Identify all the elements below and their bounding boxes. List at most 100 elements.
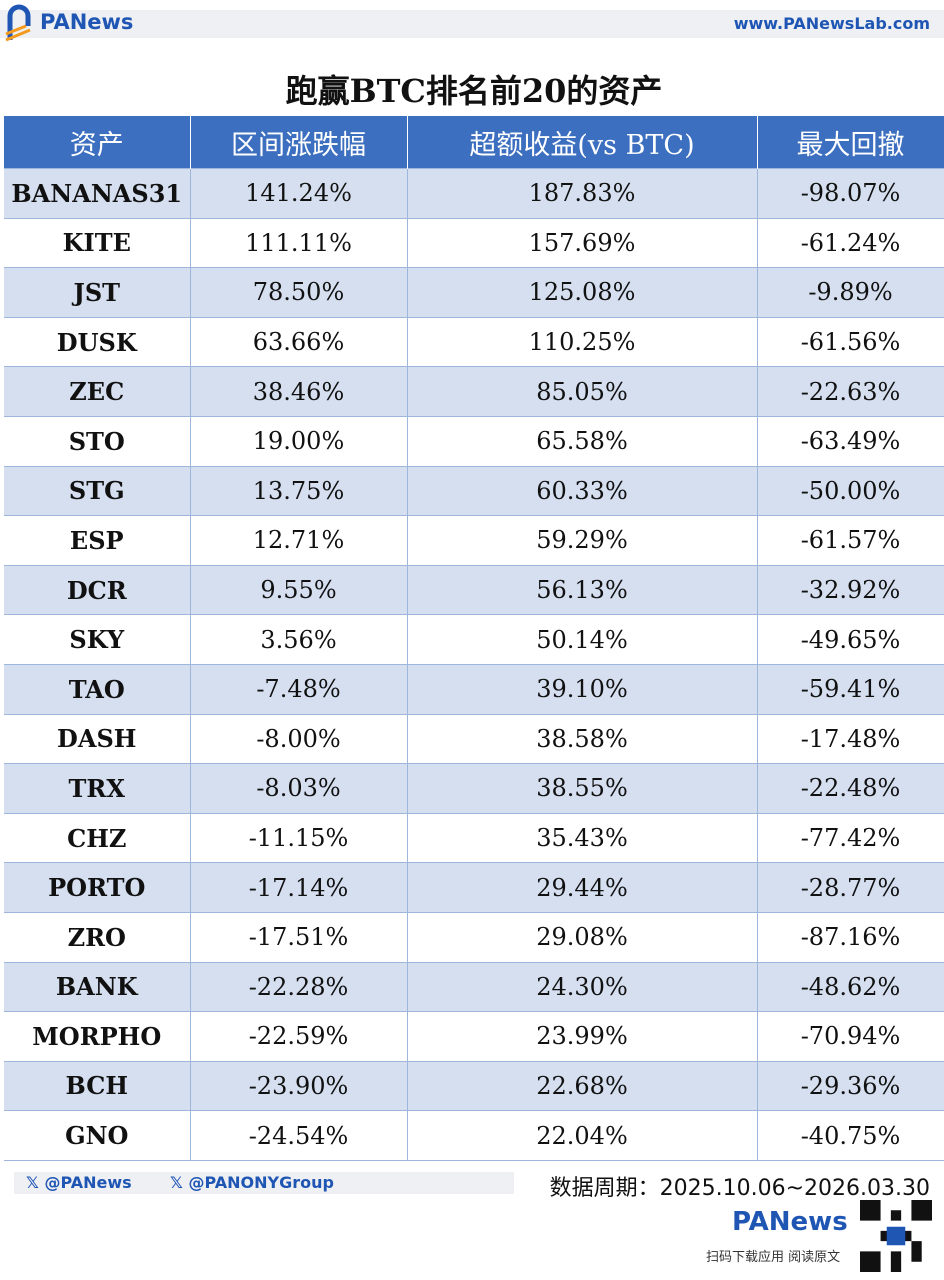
tagline: 扫码下载应用 阅读原文 bbox=[706, 1250, 841, 1265]
cell: -28.77% bbox=[757, 862, 944, 913]
cell: 38.58% bbox=[407, 713, 758, 765]
cell: DASH bbox=[4, 713, 191, 765]
logo bbox=[5, 4, 31, 42]
cell: -24.54% bbox=[190, 1110, 408, 1161]
row: BANK -22.28% 24.30% -48.62% bbox=[4, 961, 944, 1013]
row: ZRO -17.51% 29.08% -87.16% bbox=[4, 911, 944, 963]
row: ZEC 38.46% 85.05% -22.63% bbox=[4, 366, 944, 417]
cell: 110.25% bbox=[407, 316, 758, 368]
cell: KITE bbox=[4, 217, 191, 269]
column-header: 区间涨跌幅 bbox=[190, 116, 408, 169]
cell: JST bbox=[4, 267, 191, 318]
cell: -22.28% bbox=[190, 961, 408, 1013]
cell: -61.24% bbox=[757, 217, 944, 269]
cell: BANK bbox=[4, 961, 191, 1013]
handle-text: @PANews bbox=[44, 1173, 132, 1192]
cell: -11.15% bbox=[190, 812, 408, 864]
cell: -61.57% bbox=[757, 515, 944, 566]
cell: TRX bbox=[4, 763, 191, 814]
cell: SKY bbox=[4, 614, 191, 665]
cell: MORPHO bbox=[4, 1011, 191, 1062]
cell: 13.75% bbox=[190, 465, 408, 517]
cell: 9.55% bbox=[190, 564, 408, 616]
cell: -87.16% bbox=[757, 911, 944, 963]
cell: -61.56% bbox=[757, 316, 944, 368]
cell: -70.94% bbox=[757, 1011, 944, 1062]
cell: PORTO bbox=[4, 862, 191, 913]
cell: 63.66% bbox=[190, 316, 408, 368]
cell: -32.92% bbox=[757, 564, 944, 616]
cell: GNO bbox=[4, 1110, 191, 1161]
cell: -49.65% bbox=[757, 614, 944, 665]
table-title: 跑赢BTC排名前20的资产 bbox=[285, 72, 663, 110]
handle[interactable]: 𝕏 @PANews bbox=[26, 1173, 132, 1192]
cell: -98.07% bbox=[757, 168, 944, 219]
row: ESP 12.71% 59.29% -61.57% bbox=[4, 515, 944, 566]
cell: 23.99% bbox=[407, 1011, 758, 1062]
top-bar bbox=[0, 10, 944, 38]
cell: 39.10% bbox=[407, 663, 758, 715]
period: 数据周期：2025.10.06~2026.03.30 bbox=[549, 1176, 930, 1201]
cell: -48.62% bbox=[757, 961, 944, 1013]
row: SKY 3.56% 50.14% -49.65% bbox=[4, 614, 944, 665]
cell: 38.46% bbox=[190, 366, 408, 417]
cell: 35.43% bbox=[407, 812, 758, 864]
cell: 187.83% bbox=[407, 168, 758, 219]
row: STG 13.75% 60.33% -50.00% bbox=[4, 465, 944, 517]
cell: 29.44% bbox=[407, 862, 758, 913]
row: TAO -7.48% 39.10% -59.41% bbox=[4, 663, 944, 715]
row: PORTO -17.14% 29.44% -28.77% bbox=[4, 862, 944, 913]
cell: 65.58% bbox=[407, 415, 758, 467]
cell: 59.29% bbox=[407, 515, 758, 566]
cell: 22.04% bbox=[407, 1110, 758, 1161]
brand: PANews bbox=[40, 10, 134, 34]
row: JST 78.50% 125.08% -9.89% bbox=[4, 267, 944, 318]
cell: BANANAS31 bbox=[4, 168, 191, 219]
cell: -17.14% bbox=[190, 862, 408, 913]
row: DCR 9.55% 56.13% -32.92% bbox=[4, 564, 944, 616]
cell: 50.14% bbox=[407, 614, 758, 665]
cell: 111.11% bbox=[190, 217, 408, 269]
handle-text: @PANONYGroup bbox=[188, 1173, 334, 1192]
table: 资产 区间涨跌幅 超额收益(vs BTC) 最大回撤 BANANAS31 141.24% 1… bbox=[4, 116, 944, 1161]
cell: 78.50% bbox=[190, 267, 408, 318]
footer-bar bbox=[14, 1172, 514, 1194]
cell: -50.00% bbox=[757, 465, 944, 517]
column-header: 最大回撤 bbox=[757, 116, 944, 169]
cell: -17.48% bbox=[757, 713, 944, 765]
cell: 60.33% bbox=[407, 465, 758, 517]
cell: TAO bbox=[4, 663, 191, 715]
cell: -17.51% bbox=[190, 911, 408, 963]
row: DASH -8.00% 38.58% -17.48% bbox=[4, 713, 944, 765]
cell: -7.48% bbox=[190, 663, 408, 715]
cell: -22.59% bbox=[190, 1011, 408, 1062]
cell: -23.90% bbox=[190, 1060, 408, 1112]
cell: -77.42% bbox=[757, 812, 944, 864]
row: GNO -24.54% 22.04% -40.75% bbox=[4, 1110, 944, 1161]
cell: 29.08% bbox=[407, 911, 758, 963]
cell: -22.48% bbox=[757, 763, 944, 814]
cell: ZRO bbox=[4, 911, 191, 963]
cell: -59.41% bbox=[757, 663, 944, 715]
cell: -22.63% bbox=[757, 366, 944, 417]
handle[interactable]: 𝕏 @PANONYGroup bbox=[170, 1173, 334, 1192]
cell: ESP bbox=[4, 515, 191, 566]
row: CHZ -11.15% 35.43% -77.42% bbox=[4, 812, 944, 864]
cell: 56.13% bbox=[407, 564, 758, 616]
cell: STG bbox=[4, 465, 191, 517]
cell: DCR bbox=[4, 564, 191, 616]
row: BCH -23.90% 22.68% -29.36% bbox=[4, 1060, 944, 1112]
cell: ZEC bbox=[4, 366, 191, 417]
row: DUSK 63.66% 110.25% -61.56% bbox=[4, 316, 944, 368]
cell: CHZ bbox=[4, 812, 191, 864]
row: KITE 111.11% 157.69% -61.24% bbox=[4, 217, 944, 269]
cell: -8.03% bbox=[190, 763, 408, 814]
footer-brand: PANews bbox=[732, 1207, 848, 1237]
row: BANANAS31 141.24% 187.83% -98.07% bbox=[4, 168, 944, 219]
column-header: 资产 bbox=[4, 116, 191, 169]
cell: 38.55% bbox=[407, 763, 758, 814]
qr-code[interactable] bbox=[860, 1200, 932, 1272]
url[interactable]: www.PANewsLab.com bbox=[733, 14, 930, 33]
column-header: 超额收益(vs BTC) bbox=[407, 116, 758, 169]
